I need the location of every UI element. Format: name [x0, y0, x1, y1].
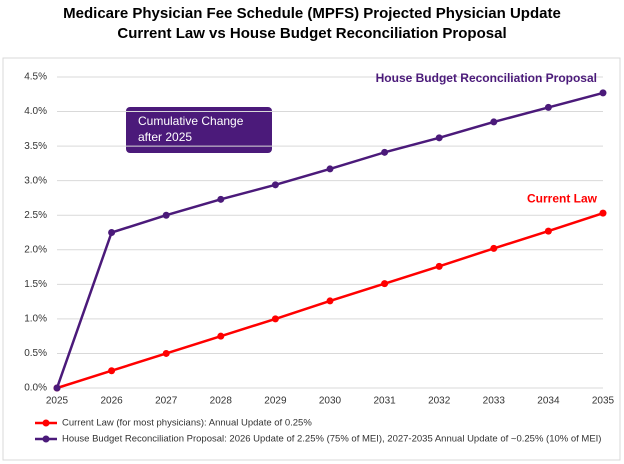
data-point [271, 181, 279, 189]
x-tick-label: 2035 [592, 396, 615, 407]
y-tick-label: 4.0% [24, 106, 47, 117]
chart-frame [2, 57, 621, 461]
data-point [217, 195, 225, 203]
data-point [162, 349, 170, 357]
data-point [271, 315, 279, 323]
y-tick-label: 1.5% [24, 279, 47, 290]
data-point [381, 280, 389, 288]
data-point [435, 134, 443, 142]
data-point [544, 227, 552, 235]
x-tick-label: 2034 [537, 396, 560, 407]
y-tick-label: 1.0% [24, 314, 47, 325]
chart-subtitle: Current Law vs House Budget Reconciliati… [117, 25, 506, 42]
y-tick-label: 4.5% [24, 72, 47, 83]
annotation-text: Cumulative Change [138, 114, 244, 128]
series-label: Current Law [527, 191, 598, 205]
x-tick-label: 2026 [100, 396, 123, 407]
annotation-text: after 2025 [138, 130, 192, 144]
legend-label: House Budget Reconciliation Proposal: 20… [62, 434, 601, 445]
y-tick-label: 3.0% [24, 175, 47, 186]
x-tick-label: 2029 [264, 396, 287, 407]
data-point [381, 148, 389, 156]
data-point [599, 209, 607, 217]
x-tick-label: 2030 [319, 396, 342, 407]
legend-label: Current Law (for most physicians): Annua… [62, 418, 312, 429]
data-point [599, 89, 607, 97]
data-point [490, 118, 498, 126]
data-point [108, 229, 116, 236]
x-tick-label: 2025 [46, 396, 69, 407]
x-tick-label: 2028 [210, 396, 233, 407]
x-tick-label: 2027 [155, 396, 178, 407]
x-tick-label: 2033 [483, 396, 506, 407]
series-label: House Budget Reconciliation Proposal [376, 71, 597, 85]
y-tick-label: 0.5% [24, 348, 47, 359]
y-tick-label: 0.0% [24, 383, 47, 394]
data-point [544, 103, 552, 111]
data-point [53, 384, 61, 392]
data-point [490, 244, 498, 252]
y-tick-label: 2.5% [24, 210, 47, 221]
y-tick-label: 3.5% [24, 141, 47, 152]
x-tick-label: 2032 [428, 396, 451, 407]
data-point [326, 165, 334, 173]
data-point [217, 332, 225, 340]
data-point [162, 211, 170, 219]
annotation-box [126, 107, 272, 153]
data-point [108, 367, 116, 375]
data-point [435, 262, 443, 270]
legend-marker [42, 435, 50, 443]
y-tick-label: 2.0% [24, 244, 47, 255]
chart-title: Medicare Physician Fee Schedule (MPFS) P… [63, 5, 561, 22]
x-tick-label: 2031 [373, 396, 396, 407]
legend-marker [42, 419, 50, 427]
data-point [326, 297, 334, 305]
